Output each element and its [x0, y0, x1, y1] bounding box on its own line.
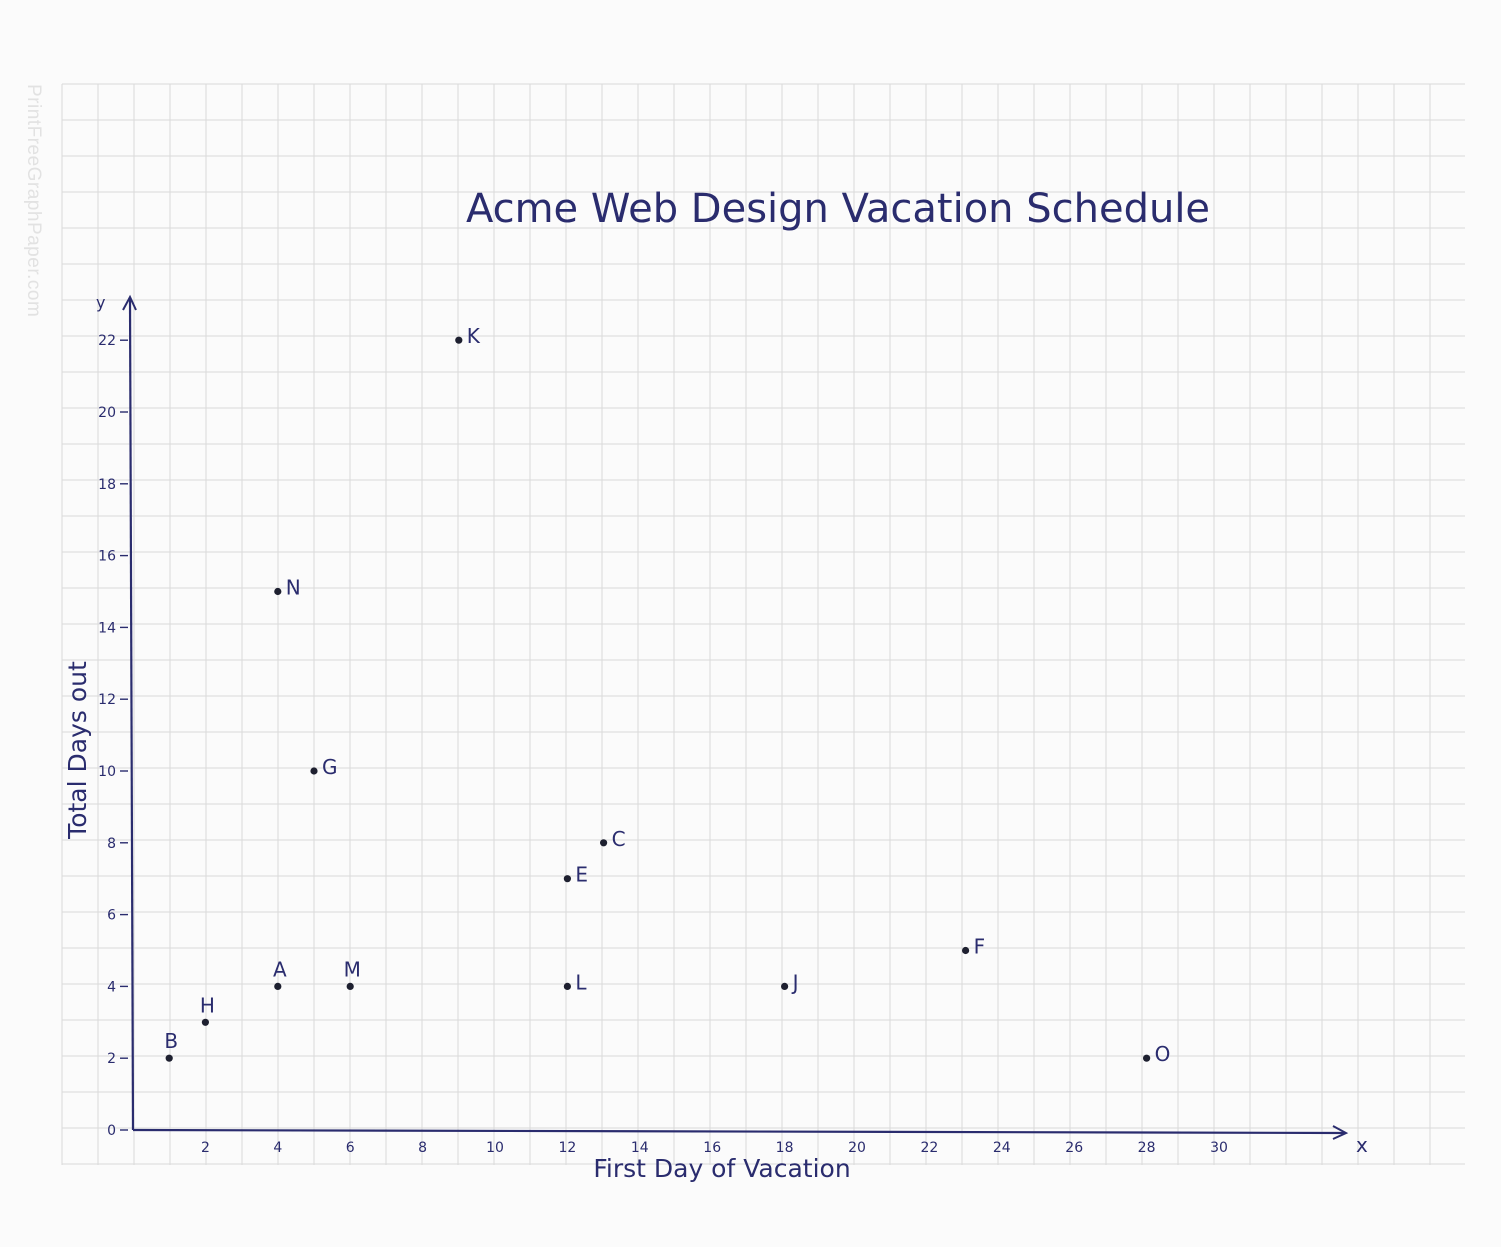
x-tick-label: 20 [848, 1140, 866, 1156]
point-label: F [974, 935, 986, 959]
x-tick-label: 18 [776, 1140, 794, 1156]
point-label: H [200, 993, 215, 1017]
x-tick-label: 12 [558, 1140, 576, 1156]
x-axis-title: First Day of Vacation [593, 1154, 850, 1183]
y-tick-label: 22 [98, 333, 116, 349]
x-tick-label: 14 [631, 1140, 649, 1156]
y-tick-label: 18 [98, 477, 116, 493]
watermark: PrintFreeGraphPaper.com [23, 84, 44, 318]
point-label: L [575, 970, 587, 994]
x-tick-label: 4 [273, 1140, 282, 1156]
x-tick-label: 22 [920, 1140, 938, 1156]
y-axis-arrow [122, 294, 137, 311]
point-label: G [322, 755, 338, 779]
y-axis-letter: y [96, 293, 105, 312]
y-tick-label: 14 [98, 620, 116, 636]
x-tick-label: 26 [1065, 1140, 1083, 1156]
y-tick-label: 20 [98, 405, 116, 421]
y-axis-title: Total Days out [63, 661, 92, 840]
x-axis-letter: x [1356, 1133, 1368, 1157]
point-label: O [1155, 1042, 1171, 1066]
x-tick-label: 8 [418, 1140, 427, 1156]
y-tick-label: 12 [98, 692, 116, 708]
data-point [962, 946, 970, 955]
point-label: K [467, 324, 481, 348]
y-axis-line [128, 297, 135, 1131]
x-axis-line [132, 1128, 1346, 1135]
point-label: M [344, 957, 361, 981]
x-axis-arrow [1332, 1125, 1349, 1140]
data-point [346, 982, 354, 991]
point-label: B [164, 1029, 178, 1053]
x-tick-label: 28 [1138, 1140, 1156, 1156]
point-label: C [612, 827, 626, 851]
data-point [455, 336, 463, 344]
point-label: N [286, 576, 301, 600]
axes [122, 294, 1349, 1140]
x-tick-label: 16 [703, 1140, 721, 1156]
x-tick-label: 30 [1210, 1140, 1228, 1156]
x-tick-label: 10 [486, 1140, 504, 1156]
tick-labels: 2 4 6 8 10 12 14 16 18 20 22 24 26 28 3002468101214161… [98, 333, 1228, 1156]
data-point [600, 839, 608, 847]
data-points: A B CE F G H J K L M N O [164, 324, 1170, 1066]
y-tick-label: 4 [107, 979, 116, 995]
y-tick-label: 10 [98, 764, 116, 780]
data-point [201, 1018, 209, 1026]
data-point [781, 982, 789, 991]
chart-title: Acme Web Design Vacation Schedule [466, 186, 1210, 232]
data-point [310, 767, 318, 775]
data-point [563, 982, 572, 991]
y-tick-label: 0 [107, 1123, 116, 1139]
grid [61, 83, 1465, 1165]
data-point [1143, 1054, 1151, 1062]
x-tick-label: 2 [201, 1140, 210, 1156]
y-tick-label: 8 [107, 836, 116, 852]
y-tick-label: 6 [107, 908, 116, 924]
data-point [274, 982, 282, 991]
x-tick-label: 6 [346, 1140, 355, 1156]
data-point [563, 875, 572, 883]
point-label: J [791, 970, 799, 994]
y-tick-label: 16 [98, 549, 116, 565]
x-tick-label: 24 [993, 1140, 1011, 1156]
y-tick-label: 2 [107, 1051, 116, 1067]
data-point [274, 587, 282, 596]
data-point [165, 1054, 173, 1062]
point-label: E [575, 863, 588, 887]
point-label: A [273, 957, 287, 981]
